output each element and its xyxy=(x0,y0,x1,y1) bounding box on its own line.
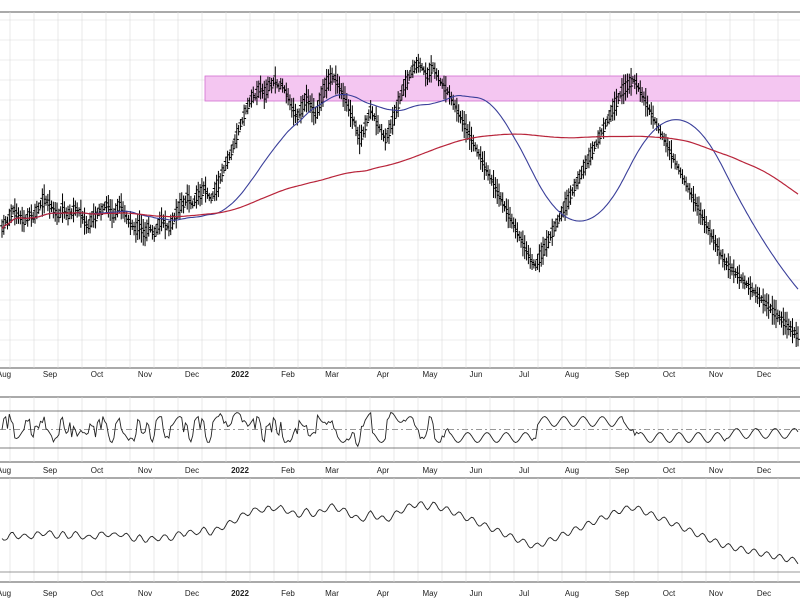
x-tick-label: Mar xyxy=(325,466,339,475)
x-tick-label: Aug xyxy=(0,370,11,379)
x-axis-rsi: Aug Sep Oct Nov Dec 2022 Feb Mar Apr May Jun Jul Aug… xyxy=(0,466,771,475)
x-tick-label: Sep xyxy=(43,370,58,379)
x-tick-label: Oct xyxy=(663,589,676,598)
x-tick-label: Dec xyxy=(185,370,199,379)
x-tick-label: Aug xyxy=(565,466,579,475)
x-tick-label: May xyxy=(422,589,437,598)
x-tick-label: Jun xyxy=(470,589,483,598)
x-tick-label: Feb xyxy=(281,370,295,379)
x-tick-label: Nov xyxy=(138,589,152,598)
x-tick-label: May xyxy=(422,370,437,379)
x-tick-label: Nov xyxy=(709,466,723,475)
x-tick-label: Sep xyxy=(615,589,630,598)
rsi-panel xyxy=(0,410,800,449)
x-tick-label: Apr xyxy=(377,589,390,598)
x-tick-label: Apr xyxy=(377,466,390,475)
x-tick-label: 2022 xyxy=(231,466,249,475)
x-tick-label: Feb xyxy=(281,589,295,598)
x-tick-label: Jul xyxy=(519,370,529,379)
x-tick-label: Sep xyxy=(615,466,630,475)
x-tick-label: Oct xyxy=(91,466,104,475)
x-tick-label: Sep xyxy=(43,466,58,475)
price-bars xyxy=(0,53,800,348)
x-tick-label: May xyxy=(422,466,437,475)
x-axis-price: Aug Sep Oct Nov Dec 2022 Feb Mar Apr May Jun Jul Aug… xyxy=(0,370,771,379)
x-tick-label: Aug xyxy=(0,466,11,475)
x-tick-label: Sep xyxy=(43,589,58,598)
moving-average-slow xyxy=(1,133,799,230)
x-tick-label: Oct xyxy=(91,589,104,598)
x-tick-label: Oct xyxy=(663,466,676,475)
x-tick-label: Nov xyxy=(138,370,152,379)
x-tick-label: Jul xyxy=(519,589,529,598)
x-tick-label: Dec xyxy=(185,589,199,598)
x-tick-label: Jul xyxy=(519,466,529,475)
x-tick-label: Aug xyxy=(565,370,579,379)
x-tick-label: Dec xyxy=(757,589,771,598)
x-tick-label: Dec xyxy=(757,370,771,379)
x-tick-label: 2022 xyxy=(231,370,249,379)
x-tick-label: Dec xyxy=(757,466,771,475)
x-tick-label: Mar xyxy=(325,370,339,379)
moving-average-fast xyxy=(1,93,799,290)
x-tick-label: 2022 xyxy=(231,589,249,598)
x-tick-label: Jun xyxy=(470,466,483,475)
x-tick-label: Dec xyxy=(185,466,199,475)
chart-grid xyxy=(0,12,800,582)
x-tick-label: Nov xyxy=(138,466,152,475)
x-tick-label: Aug xyxy=(0,589,11,598)
x-tick-label: Nov xyxy=(709,589,723,598)
lower-panel xyxy=(0,501,800,573)
x-tick-label: Jun xyxy=(470,370,483,379)
x-tick-label: Nov xyxy=(709,370,723,379)
lower-indicator-line xyxy=(1,501,799,565)
x-tick-label: Oct xyxy=(91,370,104,379)
x-tick-label: Oct xyxy=(663,370,676,379)
x-tick-label: Aug xyxy=(565,589,579,598)
x-tick-label: Feb xyxy=(281,466,295,475)
x-tick-label: Sep xyxy=(615,370,630,379)
x-axis-lower: Aug Sep Oct Nov Dec 2022 Feb Mar Apr May Jun Jul Aug… xyxy=(0,589,771,598)
rsi-line xyxy=(1,411,799,448)
panel-frame xyxy=(0,477,800,583)
panel-frame xyxy=(0,396,800,463)
x-tick-label: Mar xyxy=(325,589,339,598)
resistance-zone xyxy=(204,75,800,102)
x-tick-label: Apr xyxy=(377,370,390,379)
panel-frame xyxy=(0,11,800,369)
